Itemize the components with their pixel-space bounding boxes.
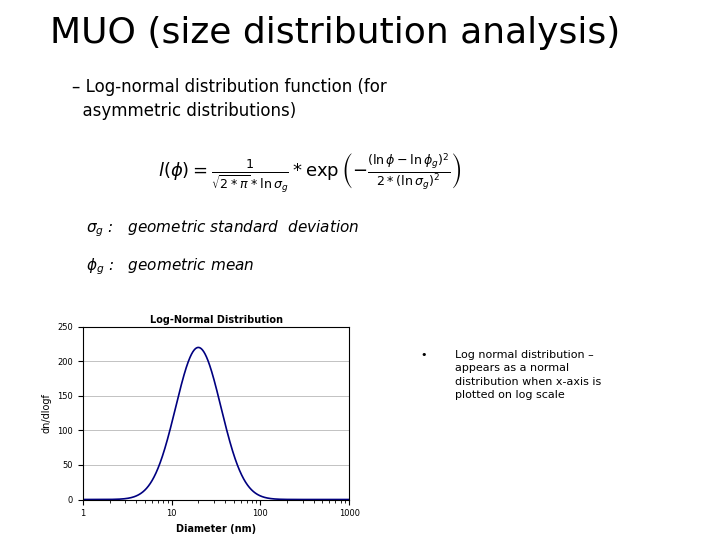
- Text: $\phi_g$ :   geometric mean: $\phi_g$ : geometric mean: [86, 256, 255, 277]
- Text: •: •: [420, 349, 427, 360]
- Y-axis label: dn/dlogf: dn/dlogf: [42, 393, 52, 433]
- X-axis label: Diameter (nm): Diameter (nm): [176, 524, 256, 534]
- Text: $l(\phi)=\frac{1}{\sqrt{2*\pi}*\ln\sigma_g}*\exp\left(-\frac{(\ln\phi-\ln\phi_g): $l(\phi)=\frac{1}{\sqrt{2*\pi}*\ln\sigma…: [158, 151, 462, 195]
- Text: MUO (size distribution analysis): MUO (size distribution analysis): [50, 16, 621, 50]
- Text: – Log-normal distribution function (for
  asymmetric distributions): – Log-normal distribution function (for …: [72, 78, 387, 120]
- Title: Log-Normal Distribution: Log-Normal Distribution: [150, 314, 282, 325]
- Text: $\sigma_g$ :   geometric standard  deviation: $\sigma_g$ : geometric standard deviatio…: [86, 219, 359, 239]
- Text: Log normal distribution –
appears as a normal
distribution when x-axis is
plotte: Log normal distribution – appears as a n…: [455, 349, 601, 400]
